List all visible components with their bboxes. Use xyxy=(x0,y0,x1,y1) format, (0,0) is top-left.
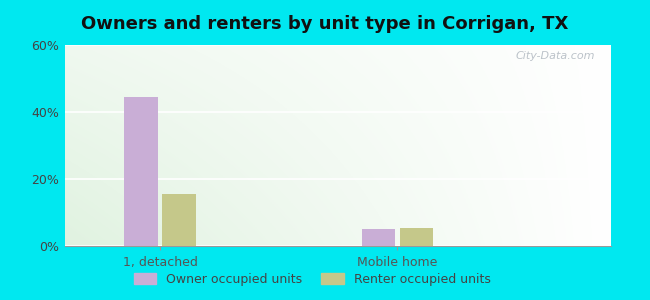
Legend: Owner occupied units, Renter occupied units: Owner occupied units, Renter occupied un… xyxy=(129,268,495,291)
Bar xyxy=(162,194,196,246)
Bar xyxy=(362,229,395,246)
Text: City-Data.com: City-Data.com xyxy=(515,51,595,61)
Bar xyxy=(124,97,157,246)
Bar xyxy=(400,228,433,246)
Text: Owners and renters by unit type in Corrigan, TX: Owners and renters by unit type in Corri… xyxy=(81,15,569,33)
